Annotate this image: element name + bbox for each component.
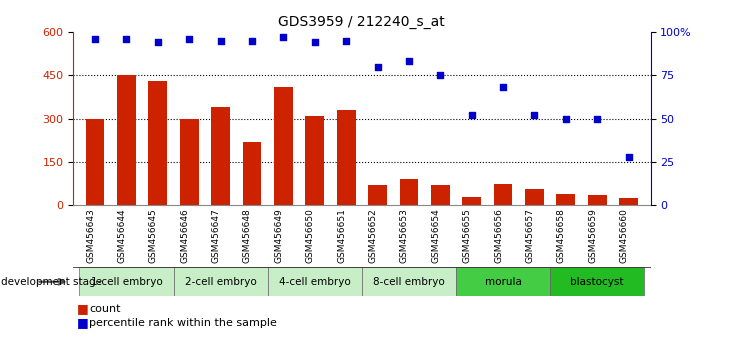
Text: GSM456643: GSM456643 [86, 209, 95, 263]
Text: 2-cell embryo: 2-cell embryo [185, 277, 257, 287]
Bar [306, 116, 324, 205]
Text: GSM456653: GSM456653 [400, 209, 409, 263]
Point [89, 36, 101, 42]
Text: GSM456649: GSM456649 [274, 209, 284, 263]
Bar [525, 189, 544, 205]
Point [434, 73, 446, 78]
Bar [337, 110, 355, 205]
Text: blastocyst: blastocyst [570, 277, 624, 287]
Point [623, 154, 635, 160]
Point [152, 39, 164, 45]
Point [309, 39, 321, 45]
Text: GSM456655: GSM456655 [463, 209, 471, 263]
Bar [493, 184, 512, 205]
Point [497, 85, 509, 90]
Bar [431, 185, 450, 205]
Text: GSM456654: GSM456654 [431, 209, 440, 263]
Point [215, 38, 227, 44]
Bar [274, 87, 293, 205]
Bar [462, 197, 481, 205]
Text: 1-cell embryo: 1-cell embryo [91, 277, 162, 287]
Text: GSM456659: GSM456659 [588, 209, 597, 263]
Point [183, 36, 195, 42]
Text: percentile rank within the sample: percentile rank within the sample [89, 318, 277, 328]
Point [121, 36, 132, 42]
Text: development stage: development stage [1, 277, 102, 287]
Bar [362, 267, 456, 296]
Bar [148, 81, 167, 205]
Text: GSM456657: GSM456657 [526, 209, 534, 263]
Bar [588, 195, 607, 205]
Point [466, 112, 477, 118]
Text: GSM456660: GSM456660 [620, 209, 629, 263]
Text: 4-cell embryo: 4-cell embryo [279, 277, 351, 287]
Bar [550, 267, 644, 296]
Text: 8-cell embryo: 8-cell embryo [373, 277, 444, 287]
Bar [619, 198, 638, 205]
Bar [86, 119, 105, 205]
Bar [268, 267, 362, 296]
Title: GDS3959 / 212240_s_at: GDS3959 / 212240_s_at [279, 16, 445, 29]
Text: GSM456652: GSM456652 [368, 209, 377, 263]
Point [246, 38, 258, 44]
Text: GSM456650: GSM456650 [306, 209, 315, 263]
Bar [400, 179, 418, 205]
Bar [180, 119, 199, 205]
Point [560, 116, 572, 121]
Text: GSM456646: GSM456646 [181, 209, 189, 263]
Bar [80, 267, 173, 296]
Text: GSM456647: GSM456647 [211, 209, 221, 263]
Text: GSM456644: GSM456644 [118, 209, 126, 263]
Text: GSM456656: GSM456656 [494, 209, 503, 263]
Bar [456, 267, 550, 296]
Point [371, 64, 383, 69]
Point [591, 116, 603, 121]
Bar [173, 267, 268, 296]
Text: count: count [89, 304, 121, 314]
Text: GSM456658: GSM456658 [557, 209, 566, 263]
Text: GSM456645: GSM456645 [149, 209, 158, 263]
Point [403, 58, 414, 64]
Bar [211, 107, 230, 205]
Text: GSM456648: GSM456648 [243, 209, 252, 263]
Text: ■: ■ [77, 302, 88, 315]
Point [529, 112, 540, 118]
Bar [556, 194, 575, 205]
Point [341, 38, 352, 44]
Point [278, 34, 289, 40]
Bar [368, 185, 387, 205]
Bar [243, 142, 262, 205]
Bar [117, 75, 136, 205]
Text: GSM456651: GSM456651 [337, 209, 346, 263]
Text: ■: ■ [77, 316, 88, 329]
Text: morula: morula [485, 277, 521, 287]
